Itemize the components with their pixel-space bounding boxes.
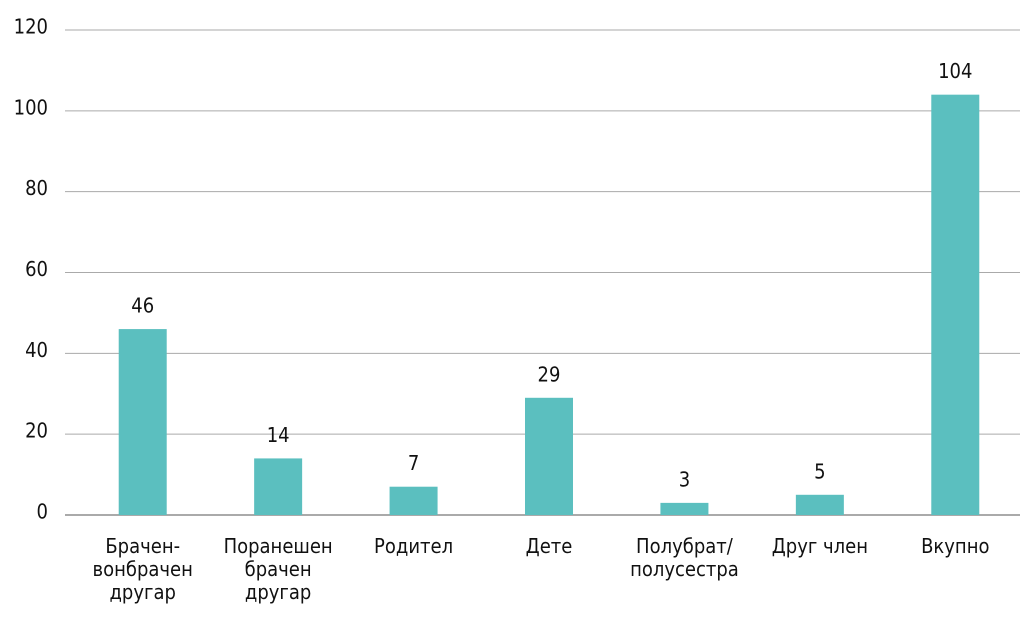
bar: [660, 502, 709, 515]
bar: [254, 458, 303, 515]
value-label: 7: [408, 451, 419, 475]
y-tick-label: 0: [37, 500, 48, 524]
x-tick-label: Родител: [374, 534, 454, 558]
value-label: 46: [131, 294, 154, 318]
y-tick-label: 20: [25, 419, 48, 443]
x-tick-label: Дете: [525, 534, 573, 558]
value-label: 3: [679, 467, 690, 491]
y-tick-label: 120: [14, 15, 48, 39]
x-tick-label: Поранешен брачен другар: [223, 534, 333, 604]
value-label: 104: [938, 59, 972, 83]
y-tick-label: 60: [25, 257, 48, 281]
bar: [795, 494, 844, 515]
value-label: 14: [267, 423, 290, 447]
bar: [931, 94, 980, 516]
y-tick-label: 40: [25, 338, 48, 362]
bar: [118, 329, 167, 515]
x-tick-label: Брачен- вонбрачен другар: [92, 534, 193, 604]
x-tick-label: Вкупно: [921, 534, 990, 558]
value-label: 5: [814, 459, 825, 483]
y-tick-label: 100: [14, 95, 48, 119]
bar: [389, 486, 438, 515]
x-tick-label: Полубрат/ полусестра: [630, 534, 739, 581]
x-tick-label: Друг член: [771, 534, 868, 558]
bar: [525, 397, 573, 515]
value-label: 29: [538, 362, 561, 386]
y-tick-label: 80: [25, 176, 48, 200]
